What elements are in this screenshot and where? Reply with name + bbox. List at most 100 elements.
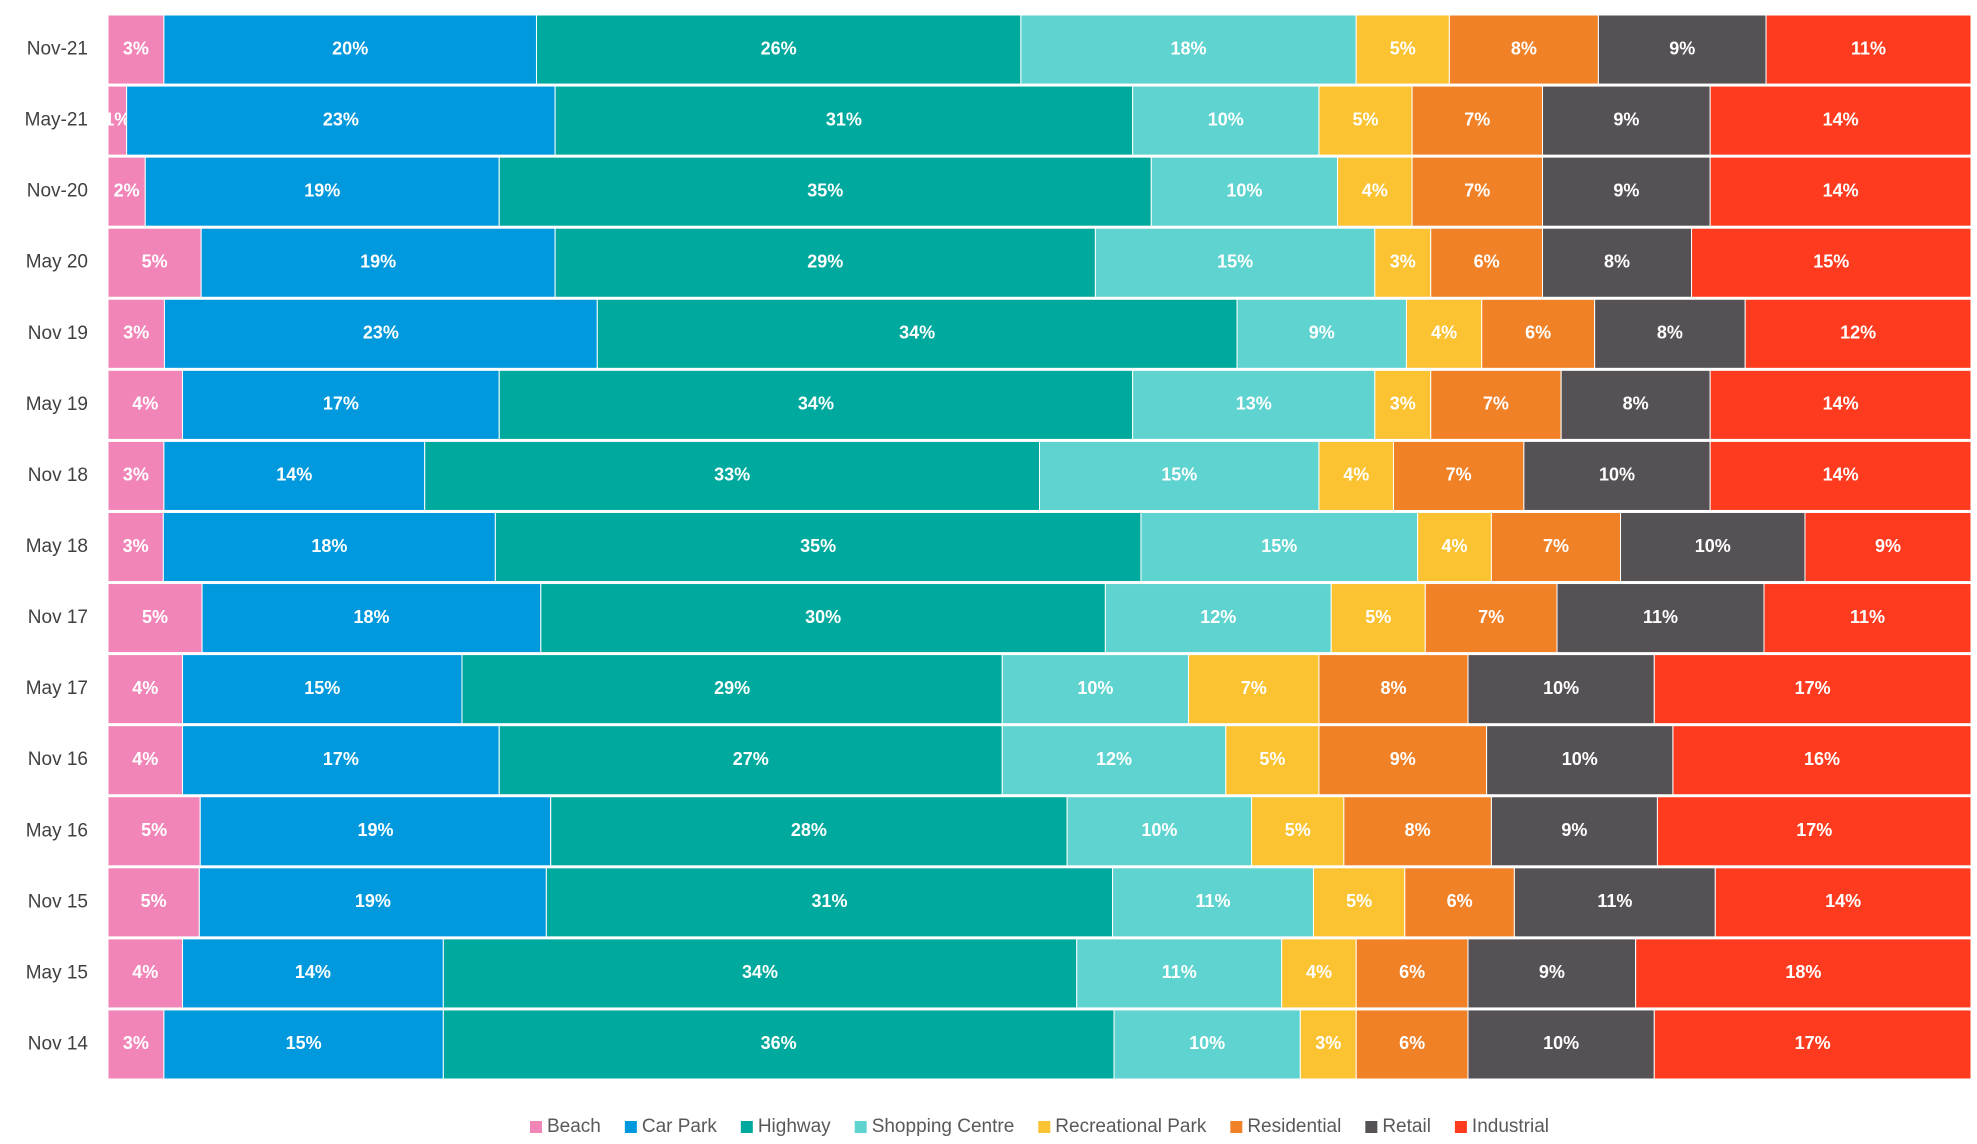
bar-segment	[107, 156, 146, 227]
bar-segment	[596, 298, 1238, 369]
data-label: 5%	[1353, 109, 1379, 129]
bar-segment	[1523, 440, 1711, 511]
bar-segment	[1430, 227, 1544, 298]
bar-segment	[1112, 867, 1314, 938]
bar-segment	[199, 796, 552, 867]
bar-segment	[1066, 796, 1253, 867]
data-label: 11%	[1643, 607, 1678, 627]
bar-segment	[1672, 725, 1972, 796]
bar-segment	[163, 14, 537, 85]
bar-segment	[1140, 511, 1419, 583]
data-label: 11%	[1851, 38, 1886, 58]
bar-segment	[1556, 583, 1765, 654]
data-label: 33%	[714, 465, 750, 485]
legend-swatch	[529, 1121, 542, 1133]
bar-segment	[545, 867, 1114, 938]
legend-label: Highway	[758, 1116, 831, 1137]
data-label: 5%	[1390, 38, 1416, 58]
data-label: 10%	[1543, 1033, 1579, 1053]
bar-segment	[1467, 1009, 1655, 1080]
data-label: 2%	[114, 180, 140, 200]
y-tick-label: Nov 16	[28, 749, 88, 770]
y-tick-label: May 20	[26, 252, 88, 273]
data-label: 4%	[1362, 180, 1388, 200]
data-label: 20%	[332, 38, 368, 58]
bar-segment	[182, 369, 500, 440]
bar-segment	[1330, 583, 1426, 654]
bar-segment	[1225, 725, 1320, 796]
data-label: 19%	[355, 891, 391, 911]
legend-label: Industrial	[1472, 1116, 1549, 1137]
bar-segment	[1299, 1009, 1357, 1080]
bar-segment	[1744, 298, 1972, 369]
data-label: 9%	[1875, 536, 1901, 556]
data-label: 12%	[1200, 607, 1236, 627]
y-tick-label: Nov 15	[28, 891, 88, 912]
bar-segment	[1490, 796, 1658, 867]
data-label: 5%	[1365, 607, 1391, 627]
data-label: 15%	[1261, 536, 1297, 556]
legend-swatch	[854, 1121, 867, 1133]
bar-segment	[163, 1009, 444, 1080]
data-label: 29%	[714, 678, 750, 698]
data-label: 3%	[1315, 1033, 1341, 1053]
data-label: 10%	[1141, 820, 1177, 840]
bar-segment	[1653, 1009, 1972, 1080]
bar-segment	[1001, 654, 1190, 725]
data-label: 5%	[141, 891, 167, 911]
bar-segment	[535, 14, 1022, 85]
data-label: 8%	[1657, 323, 1683, 343]
data-label: 4%	[132, 394, 158, 414]
bar-segment	[1236, 298, 1407, 369]
legend-label: Recreational Park	[1055, 1116, 1207, 1137]
bar-segment	[1635, 938, 1972, 1009]
data-label: 10%	[1208, 109, 1244, 129]
legend-swatch	[1038, 1121, 1051, 1133]
bar-segment	[1430, 369, 1562, 440]
data-label: 7%	[1464, 180, 1490, 200]
data-label: 8%	[1380, 678, 1406, 698]
data-label: 34%	[899, 323, 935, 343]
data-label: 6%	[1447, 891, 1473, 911]
bar-segment	[1318, 725, 1488, 796]
bar-segment	[1094, 227, 1376, 298]
data-label: 10%	[1077, 678, 1113, 698]
bar-segment	[1312, 867, 1406, 938]
bar-segment	[1337, 156, 1413, 227]
bar-segment	[1448, 14, 1599, 85]
bar-segment	[1150, 156, 1339, 227]
y-tick-label: May 18	[26, 536, 88, 557]
bar-segment	[1113, 1009, 1301, 1080]
data-label: 3%	[123, 323, 149, 343]
legend-label: Shopping Centre	[872, 1116, 1015, 1137]
bar-segment	[1691, 227, 1972, 298]
data-label: 5%	[1285, 820, 1311, 840]
data-label: 27%	[733, 749, 769, 769]
data-label: 36%	[761, 1033, 797, 1053]
bar-segment	[1653, 654, 1972, 725]
data-label: 4%	[1343, 465, 1369, 485]
bar-segment	[1318, 85, 1413, 156]
bar-segment	[144, 156, 500, 227]
bar-segment	[1076, 938, 1283, 1009]
bar-segment	[1542, 156, 1711, 227]
legend-label: Beach	[547, 1116, 601, 1137]
data-label: 35%	[807, 180, 843, 200]
legend-swatch	[1230, 1121, 1243, 1133]
data-label: 29%	[807, 251, 843, 271]
data-label: 19%	[360, 251, 396, 271]
data-label: 13%	[1236, 394, 1272, 414]
data-label: 8%	[1623, 394, 1649, 414]
data-label: 9%	[1309, 323, 1335, 343]
bar-segment	[494, 511, 1142, 583]
y-tick-label: Nov-20	[27, 181, 88, 202]
y-tick-label: Nov 18	[28, 465, 88, 486]
bar-segment	[1318, 440, 1394, 511]
data-label: 31%	[826, 109, 862, 129]
data-label: 28%	[791, 820, 827, 840]
data-label: 17%	[1795, 678, 1831, 698]
bar-segment	[442, 1009, 1115, 1080]
bar-segment	[1001, 725, 1227, 796]
y-tick-label: Nov 19	[28, 323, 88, 344]
bar-segment	[540, 583, 1106, 654]
